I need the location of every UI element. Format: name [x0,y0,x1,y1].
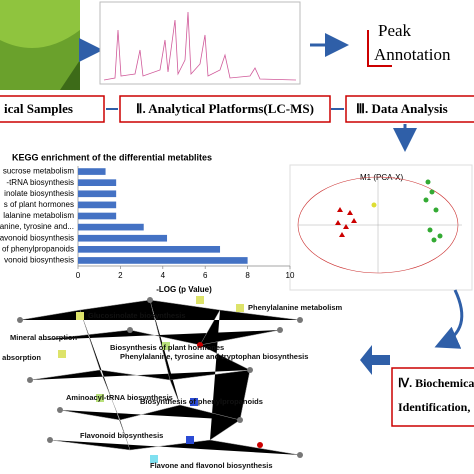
y-tick-label: -tRNA biosynthesis [6,178,74,187]
pca-frame [289,164,473,291]
x-tick-label: 0 [76,271,81,280]
pathway-label: Biosynthesis of phenylpropanoids [140,397,263,406]
step-box [0,95,105,123]
step-label: Identification, Confirmation, F [398,400,474,414]
pathway-label: Flavonoid biosynthesis [80,431,163,440]
pathway-label: Phenylalanine metabolism [248,303,343,312]
y-tick-label: lalanine metabolism [3,211,74,220]
chromatogram-trace [103,11,297,81]
step-label: Ⅱ. Analytical Platforms(LC-MS) [136,101,314,116]
y-tick-label: sucrose metabolism [3,167,74,176]
step-label: ical Samples [4,101,73,116]
leaf-highlight [0,0,80,48]
leaf-shadow [60,60,80,90]
x-tick-label: 6 [203,271,208,280]
x-tick-label: 2 [118,271,123,280]
group-b [423,179,443,243]
pathway-label: l absorption [0,353,41,362]
y-tick-label: lavonoid biosynthesis [0,233,74,242]
y-tick-label: vonoid biosynthesis [4,256,74,265]
y-tick-label: of phenylpropanoids [2,244,74,253]
bar [78,190,117,198]
bar [78,212,117,220]
x-tick-label: 10 [286,271,295,280]
pathway-label: Biosynthesis of plant hormones [110,343,224,352]
peak-label: Peak [378,21,412,40]
network-nodes [17,296,303,463]
step-box [391,367,474,427]
bar [78,257,248,264]
chromatogram-frame [99,1,301,85]
bar [78,168,106,175]
pathway-label: Aminoacyl-tRNA biosynthesis [66,393,173,402]
group-a [335,207,357,237]
y-tick-label: s of plant hormones [4,200,74,209]
pathway-label: Mineral absorption [10,333,78,342]
x-axis-label: -LOG (p Value) [156,285,212,294]
pca-title: M1 (PCA-X) [360,173,403,182]
step-label: Ⅲ. Data Analysis [356,101,448,116]
bar [78,223,144,231]
step-label: Ⅳ. Biochemical Interpretation, [398,376,474,390]
annotation-label: Annotation [374,45,451,64]
chart-title: KEGG enrichment of the differential meta… [12,152,212,162]
peak-bracket [367,30,392,67]
qc-point [371,202,377,208]
bar [78,201,117,209]
pathway-label: Glucosinolate biosynthesis [88,311,186,320]
pathway-label: Flavone and flavonol biosynthesis [150,461,273,470]
arrow [434,289,464,349]
x-tick-label: 4 [161,271,166,280]
bar [78,179,117,186]
y-tick-label: inolate biosynthesis [4,189,74,198]
x-tick-label: 8 [245,271,250,280]
step-box [345,95,474,123]
arrow-left [360,345,390,375]
step-box [119,95,331,123]
y-tick-label: alanine, tyrosine and... [0,222,74,231]
pathway-label: Phenylalanine, tyrosine and tryptophan b… [120,352,308,361]
bar [78,246,221,253]
bar [78,234,168,242]
